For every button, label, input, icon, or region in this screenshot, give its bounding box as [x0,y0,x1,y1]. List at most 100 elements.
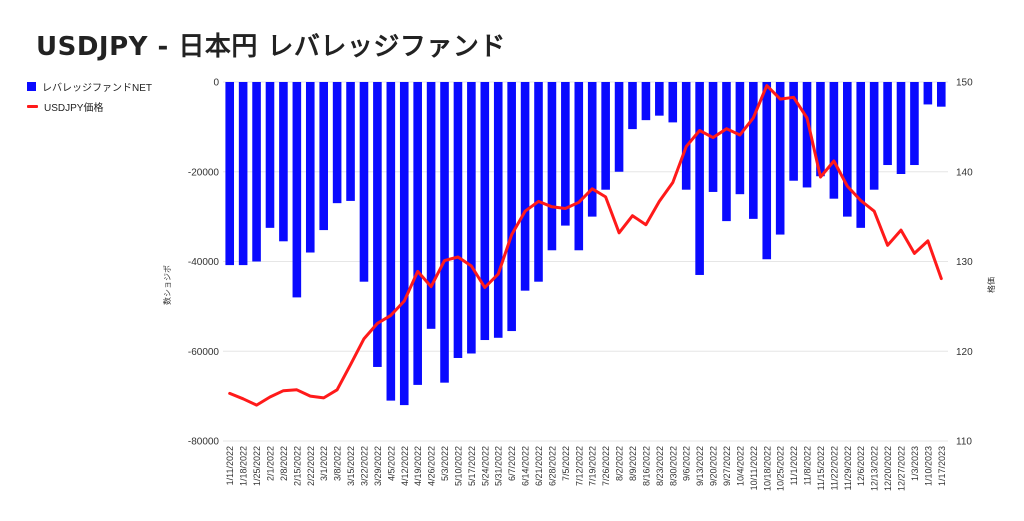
bar [802,82,812,188]
bar [896,82,906,174]
x-tick-label: 5/31/2022 [494,446,504,486]
x-tick-label: 4/26/2022 [427,446,437,486]
bar [373,82,382,367]
y-right-tick-label: 110 [956,437,972,448]
bar [735,82,745,195]
bar [829,82,839,199]
usdjpy-line [228,84,943,407]
bar [507,82,516,332]
x-tick-label: 7/26/2022 [601,446,611,486]
x-tick-label: 1/11/2022 [225,446,235,485]
bar [359,82,369,282]
bar [843,82,852,217]
bar [453,82,463,358]
x-tick-label: 3/1/2022 [319,446,329,481]
legend-swatch-bar [27,81,36,91]
bar [923,82,933,105]
bar [574,82,584,251]
x-tick-label: 4/12/2022 [400,446,410,486]
x-tick-label: 12/20/2022 [883,446,893,491]
bar [547,82,557,251]
x-tick-label: 9/13/2022 [695,446,705,486]
bar [601,82,610,190]
gridlines [223,81,948,442]
x-tick-label: 11/15/2022 [816,446,826,490]
bar [561,82,570,226]
x-tick-label: 4/5/2022 [386,446,396,481]
x-tick-label: 12/13/2022 [870,446,880,491]
bar [641,82,651,121]
bar [722,82,731,222]
bar [936,82,946,107]
line-series-usdjpy [228,84,943,407]
bar [534,82,543,282]
bar [681,82,691,190]
legend-item-price[interactable]: USDJPY価格 [27,96,152,116]
y-left-tick-label: -20000 [188,167,220,178]
y-right-tick-label: 120 [956,347,973,358]
bar [332,82,342,204]
x-tick-label: 1/18/2022 [239,446,249,486]
x-tick-label: 11/8/2022 [803,446,813,485]
x-tick-label: 2/1/2022 [266,446,276,481]
x-tick-label: 6/28/2022 [547,446,557,486]
y-left-tick-label: -40000 [188,257,220,268]
x-tick-label: 9/20/2022 [709,446,719,486]
y-left-tick-label: -80000 [188,437,220,448]
x-tick-label: 3/29/2022 [373,446,383,486]
x-tick-label: 1/3/2023 [910,446,920,481]
bar [775,82,785,235]
legend-label-net: レバレッジファンドNET [42,82,152,94]
bar [520,82,530,291]
bar [426,82,436,329]
bar [614,82,624,172]
x-tick-label: 3/15/2022 [346,446,356,486]
bar [238,82,248,266]
x-tick-label: 7/19/2022 [588,446,598,486]
x-tick-label: 10/11/2022 [749,446,759,490]
x-axis: 1/11/2022 1/18/2022 1/25/2022 2/1/2022 2/8/2… [225,446,947,491]
x-tick-label: 2/8/2022 [279,446,289,481]
x-tick-label: 11/29/2022 [843,446,853,490]
y-right-tick-label: 150 [956,78,973,89]
x-tick-label: 12/27/2022 [897,446,907,491]
bar [413,82,422,385]
bar [587,82,597,217]
x-tick-label: 8/9/2022 [628,446,638,481]
y-right-tick-label: 130 [956,257,973,268]
x-tick-label: 10/25/2022 [776,446,786,491]
x-tick-label: 9/6/2022 [682,446,692,481]
bar [279,82,288,242]
chart-title: USDJPY - 日本円 レバレッジファンド [36,32,506,62]
legend-item-net[interactable]: レバレッジファンドNET [27,76,152,96]
x-tick-label: 2/22/2022 [306,446,316,486]
x-tick-label: 8/16/2022 [641,446,651,486]
x-tick-label: 1/17/2023 [937,446,947,486]
y-left-tick-label: -60000 [188,347,220,358]
x-tick-label: 7/5/2022 [561,446,571,481]
bar [493,82,503,338]
bar [480,82,490,341]
x-tick-label: 1/25/2022 [252,446,262,486]
bar [399,82,409,406]
x-tick-label: 3/8/2022 [333,446,343,481]
bar [749,82,758,219]
x-tick-label: 5/24/2022 [480,446,490,486]
x-tick-label: 11/22/2022 [829,446,839,490]
bar [668,82,678,123]
x-tick-label: 10/4/2022 [735,446,745,486]
x-tick-label: 2/15/2022 [292,446,302,486]
bar [910,82,919,166]
legend-swatch-line [27,104,38,108]
x-tick-label: 8/30/2022 [668,446,678,486]
x-tick-label: 10/18/2022 [762,446,772,491]
x-tick-label: 8/2/2022 [615,446,625,481]
y-right-axis-title: 格価 [986,277,996,293]
x-tick-label: 5/3/2022 [440,446,450,481]
bar [305,82,315,253]
y-left-axis-title: 数ショジポ [162,265,172,305]
x-tick-label: 5/17/2022 [467,446,477,486]
bar [869,82,879,190]
x-tick-label: 4/19/2022 [413,446,423,486]
